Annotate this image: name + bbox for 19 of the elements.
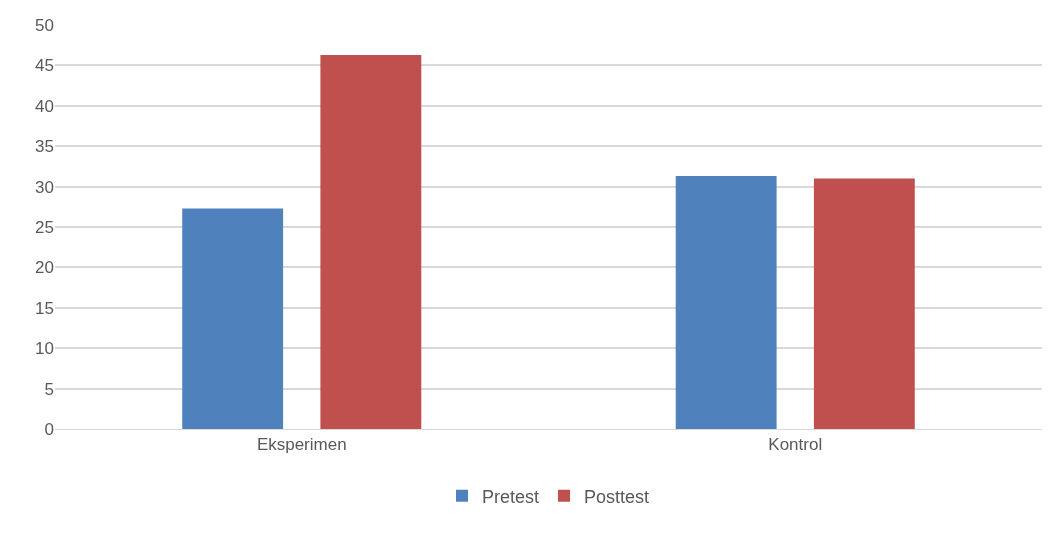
y-tick-label: 35 (35, 137, 54, 157)
legend-label: Pretest (482, 486, 540, 507)
y-tick-label: 50 (35, 15, 54, 35)
bar (182, 208, 284, 429)
y-tick-label: 0 (44, 419, 54, 439)
bar (320, 54, 422, 429)
y-tick-label: 45 (35, 56, 54, 76)
y-tick-label: 10 (35, 339, 54, 359)
y-tick-label: 15 (35, 298, 54, 318)
y-tick-label: 25 (35, 217, 54, 237)
x-tick-label: Kontrol (768, 435, 823, 455)
bar (813, 178, 915, 429)
y-tick-label: 40 (35, 96, 54, 116)
legend-label: Posttest (584, 486, 650, 507)
bar (675, 176, 777, 429)
x-tick-label: Eksperimen (256, 435, 347, 455)
y-tick-label: 5 (44, 379, 54, 399)
y-tick-label: 30 (35, 177, 54, 197)
y-tick-label: 20 (35, 258, 54, 278)
